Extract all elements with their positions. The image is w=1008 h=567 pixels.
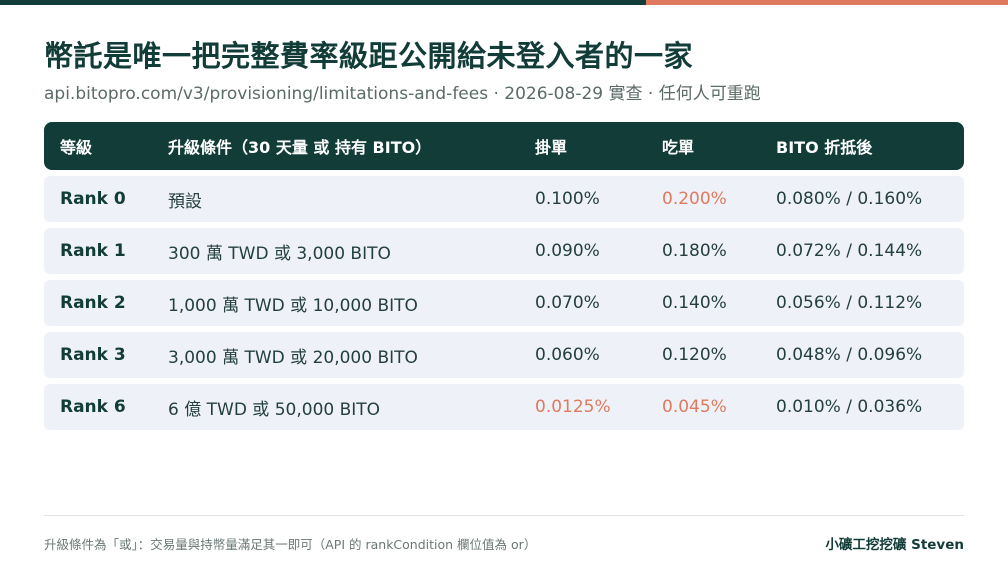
rank-cell: Rank 3 [60,345,126,365]
table-header: 等級 升級條件（30 天量 或 持有 BITO） 掛單 吃單 BITO 折抵後 [44,122,964,170]
fee-table: 等級 升級條件（30 天量 或 持有 BITO） 掛單 吃單 BITO 折抵後 … [44,122,964,430]
condition-cell: 6 億 TWD 或 50,000 BITO [168,399,381,420]
rank-cell: Rank 2 [60,293,126,313]
page-subtitle: api.bitopro.com/v3/provisioning/limitati… [44,84,761,104]
rank-cell: Rank 6 [60,397,126,417]
header-rank: 等級 [60,138,93,157]
maker-fee-cell: 0.100% [535,189,600,209]
header-condition: 升級條件（30 天量 或 持有 BITO） [168,138,432,157]
table-row: Rank 0 預設 0.100% 0.200% 0.080% / 0.160% [44,176,964,222]
header-bito-discount: BITO 折抵後 [776,138,873,157]
rank-cell: Rank 1 [60,241,126,261]
taker-fee-cell: 0.200% [662,189,727,209]
rank-cell: Rank 0 [60,189,126,209]
condition-cell: 1,000 萬 TWD 或 10,000 BITO [168,295,418,316]
maker-fee-cell: 0.060% [535,345,600,365]
condition-cell: 預設 [168,191,202,212]
taker-fee-cell: 0.140% [662,293,727,313]
top-bar-accent [646,0,1008,5]
bito-discount-cell: 0.080% / 0.160% [776,189,923,209]
condition-cell: 3,000 萬 TWD 或 20,000 BITO [168,347,418,368]
table-row: Rank 1 300 萬 TWD 或 3,000 BITO 0.090% 0.1… [44,228,964,274]
page-title: 幣託是唯一把完整費率級距公開給未登入者的一家 [44,39,694,73]
table-row: Rank 6 6 億 TWD 或 50,000 BITO 0.0125% 0.0… [44,384,964,430]
taker-fee-cell: 0.045% [662,397,727,417]
maker-fee-cell: 0.0125% [535,397,611,417]
taker-fee-cell: 0.120% [662,345,727,365]
table-row: Rank 2 1,000 萬 TWD 或 10,000 BITO 0.070% … [44,280,964,326]
top-bar [0,0,646,5]
bito-discount-cell: 0.010% / 0.036% [776,397,923,417]
header-taker: 吃單 [662,138,695,157]
taker-fee-cell: 0.180% [662,241,727,261]
maker-fee-cell: 0.090% [535,241,600,261]
bito-discount-cell: 0.072% / 0.144% [776,241,923,261]
brand-signature: 小礦工挖挖礦 Steven [825,537,964,553]
table-row: Rank 3 3,000 萬 TWD 或 20,000 BITO 0.060% … [44,332,964,378]
condition-cell: 300 萬 TWD 或 3,000 BITO [168,243,391,264]
footer-divider [44,515,964,516]
maker-fee-cell: 0.070% [535,293,600,313]
bito-discount-cell: 0.056% / 0.112% [776,293,923,313]
bito-discount-cell: 0.048% / 0.096% [776,345,923,365]
footnote: 升級條件為「或」：交易量與持幣量滿足其一即可（API 的 rankConditi… [44,537,537,552]
header-maker: 掛單 [535,138,568,157]
